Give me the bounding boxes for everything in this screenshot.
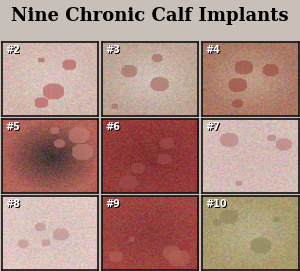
Text: #2: #2 xyxy=(5,45,20,55)
Text: #3: #3 xyxy=(106,46,122,56)
Text: #3: #3 xyxy=(106,45,120,55)
Text: #6: #6 xyxy=(106,123,122,133)
Text: #10: #10 xyxy=(207,200,228,210)
Text: #9: #9 xyxy=(106,200,122,210)
Text: #7: #7 xyxy=(206,122,220,132)
Text: #5: #5 xyxy=(6,123,21,133)
Text: #9: #9 xyxy=(106,199,120,209)
Text: #2: #2 xyxy=(6,46,21,56)
Text: #6: #6 xyxy=(106,122,120,132)
Text: #4: #4 xyxy=(206,45,220,55)
Text: #4: #4 xyxy=(207,46,222,56)
Text: #8: #8 xyxy=(6,200,21,210)
Text: #10: #10 xyxy=(206,199,227,209)
Text: #8: #8 xyxy=(5,199,20,209)
Text: Nine Chronic Calf Implants: Nine Chronic Calf Implants xyxy=(11,7,289,25)
Text: #5: #5 xyxy=(5,122,20,132)
Text: #7: #7 xyxy=(207,123,222,133)
